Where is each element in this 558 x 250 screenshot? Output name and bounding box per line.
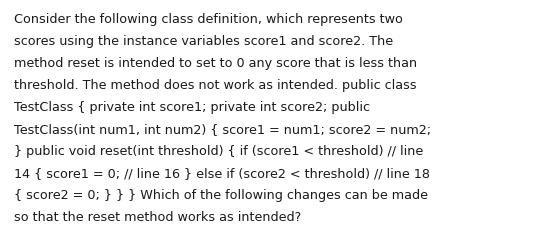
Text: so that the reset method works as intended?: so that the reset method works as intend… xyxy=(14,210,301,224)
Text: Consider the following class definition, which represents two: Consider the following class definition,… xyxy=(14,12,403,26)
Text: method reset is intended to set to 0 any score that is less than: method reset is intended to set to 0 any… xyxy=(14,56,417,70)
Text: scores using the instance variables score1 and score2. The: scores using the instance variables scor… xyxy=(14,34,393,48)
Text: TestClass(int num1, int num2) { score1 = num1; score2 = num2;: TestClass(int num1, int num2) { score1 =… xyxy=(14,122,431,136)
Text: } public void reset(int threshold) { if (score1 < threshold) // line: } public void reset(int threshold) { if … xyxy=(14,144,423,158)
Text: threshold. The method does not work as intended. public class: threshold. The method does not work as i… xyxy=(14,78,417,92)
Text: { score2 = 0; } } } Which of the following changes can be made: { score2 = 0; } } } Which of the followi… xyxy=(14,188,428,202)
Text: TestClass { private int score1; private int score2; public: TestClass { private int score1; private … xyxy=(14,100,370,114)
Text: 14 { score1 = 0; // line 16 } else if (score2 < threshold) // line 18: 14 { score1 = 0; // line 16 } else if (s… xyxy=(14,166,430,179)
